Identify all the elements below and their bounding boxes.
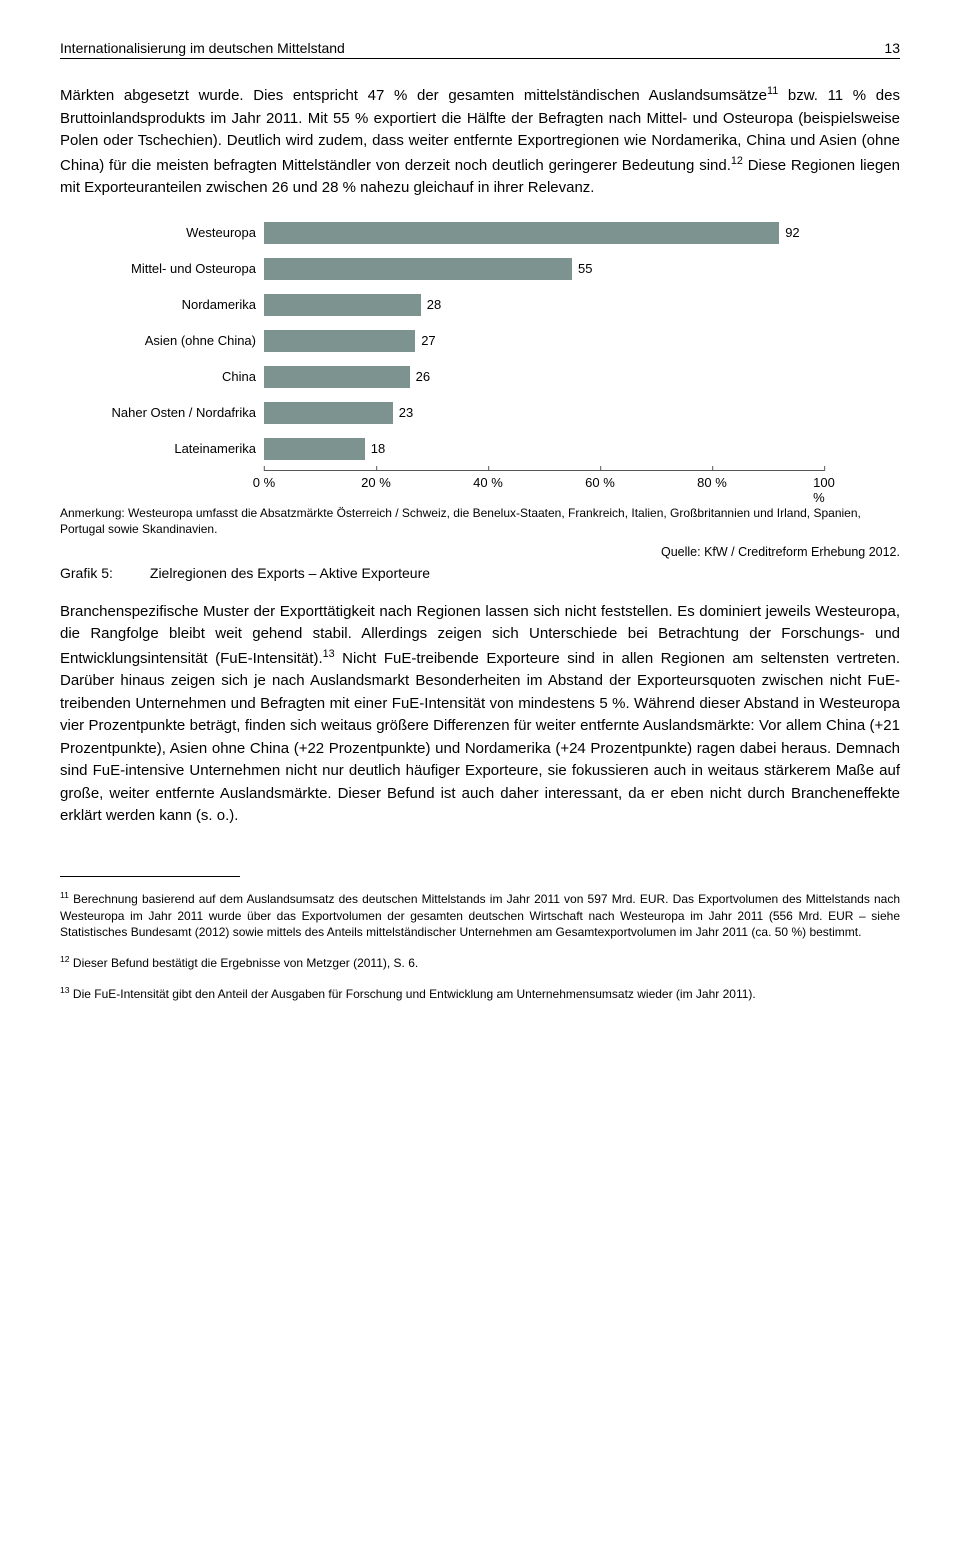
chart-bar [264,402,393,424]
chart-row: Westeuropa 92 [76,218,900,248]
chart-bar-area: 55 [264,258,824,280]
chart-bar [264,222,779,244]
footnote-text-11: Berechnung basierend auf dem Auslandsums… [60,892,900,940]
header-page-number: 13 [884,40,900,56]
para2-part-b: Nicht FuE-treibende Exporteure sind in a… [60,650,900,825]
chart-bar [264,258,572,280]
chart-bar [264,330,415,352]
chart-tick: 80 % [697,471,727,490]
figure-title: Zielregionen des Exports – Aktive Export… [150,565,430,581]
chart-annotation: Anmerkung: Westeuropa umfasst die Absatz… [60,505,900,537]
chart-x-axis: 0 %20 %40 %60 %80 %100 % [264,470,824,495]
chart-category-label: Westeuropa [76,225,264,240]
chart-category-label: Lateinamerika [76,441,264,456]
footnote-ref-13: 13 [323,648,335,660]
chart-source: Quelle: KfW / Creditreform Erhebung 2012… [60,545,900,559]
chart-tick: 20 % [361,471,391,490]
header-title: Internationalisierung im deutschen Mitte… [60,40,345,56]
chart-bar [264,294,421,316]
chart-value-label: 26 [410,369,430,384]
document-page: Internationalisierung im deutschen Mitte… [0,0,960,1055]
export-regions-chart: Westeuropa 92 Mittel- und Osteuropa 55 Norda… [76,218,900,495]
figure-caption: Grafik 5: Zielregionen des Exports – Akt… [60,565,900,581]
chart-tick: 60 % [585,471,615,490]
chart-row: Mittel- und Osteuropa 55 [76,254,900,284]
chart-tick: 0 % [253,471,275,490]
chart-row: China 26 [76,362,900,392]
chart-category-label: Mittel- und Osteuropa [76,261,264,276]
paragraph-1: Märkten abgesetzt wurde. Dies entspricht… [60,83,900,200]
footnote-13: 13 Die FuE-Intensität gibt den Anteil de… [60,984,900,1003]
footnote-num-13: 13 [60,985,70,995]
chart-bar [264,366,410,388]
page-header: Internationalisierung im deutschen Mitte… [60,40,900,59]
chart-bar-area: 28 [264,294,824,316]
para1-part-a: Märkten abgesetzt wurde. Dies entspricht… [60,87,767,104]
paragraph-2: Branchenspezifische Muster der Exporttät… [60,601,900,828]
footnote-ref-12: 12 [731,155,743,167]
footnote-num-12: 12 [60,954,70,964]
footnote-text-12: Dieser Befund bestätigt die Ergebnisse v… [70,956,419,970]
chart-row: Nordamerika 28 [76,290,900,320]
chart-value-label: 28 [421,297,441,312]
chart-bar-area: 92 [264,222,824,244]
chart-row: Asien (ohne China) 27 [76,326,900,356]
chart-row: Naher Osten / Nordafrika 23 [76,398,900,428]
footnote-12: 12 Dieser Befund bestätigt die Ergebniss… [60,953,900,972]
chart-bar-area: 18 [264,438,824,460]
chart-category-label: Nordamerika [76,297,264,312]
chart-bar [264,438,365,460]
chart-bar-area: 23 [264,402,824,424]
footnote-ref-11: 11 [767,85,778,97]
chart-row: Lateinamerika 18 [76,434,900,464]
chart-value-label: 27 [415,333,435,348]
chart-value-label: 18 [365,441,385,456]
footnote-text-13: Die FuE-Intensität gibt den Anteil der A… [70,987,756,1001]
chart-bar-area: 26 [264,366,824,388]
footnote-num-11: 11 [60,890,69,900]
footnotes-separator [60,876,240,877]
chart-tick: 100 % [813,471,835,505]
chart-value-label: 55 [572,261,592,276]
footnote-11: 11 Berechnung basierend auf dem Auslands… [60,889,900,941]
chart-value-label: 23 [393,405,413,420]
chart-category-label: Naher Osten / Nordafrika [76,405,264,420]
chart-bar-area: 27 [264,330,824,352]
chart-category-label: China [76,369,264,384]
chart-value-label: 92 [779,225,799,240]
figure-label: Grafik 5: [60,565,146,581]
chart-tick: 40 % [473,471,503,490]
chart-category-label: Asien (ohne China) [76,333,264,348]
